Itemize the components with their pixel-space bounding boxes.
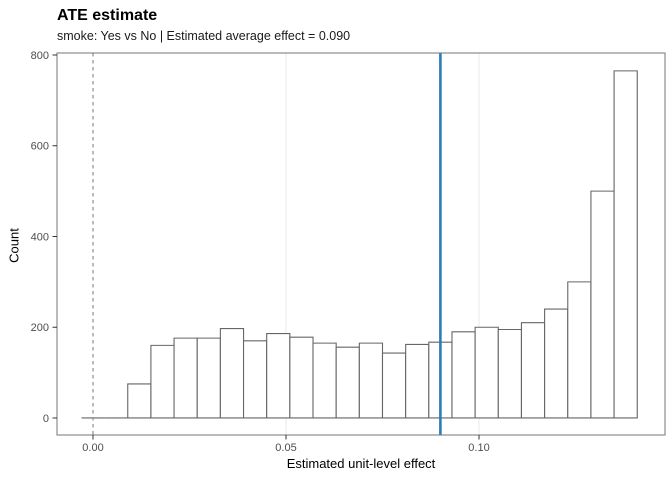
histogram-bar [173,337,198,419]
histogram-bar [150,344,175,419]
histogram-bar [266,333,291,419]
panel-border [56,52,666,436]
y-tick-label: 400 [31,231,49,243]
y-tick-label: 800 [31,50,49,62]
histogram-bar [289,336,314,419]
histogram-bar [405,343,430,419]
plot-subtitle: smoke: Yes vs No | Estimated average eff… [57,29,351,43]
histogram-bar [242,340,268,419]
histogram-bar [127,383,152,419]
histogram-bar [497,328,523,419]
histogram-bar [358,342,384,419]
x-axis-title: Estimated unit-level effect [286,456,436,471]
histogram-bar [196,337,221,419]
histogram-bar [312,342,337,419]
x-tick-label: 0.05 [275,442,296,454]
y-axis-title: Count [6,228,22,263]
y-tick-label: 600 [31,141,49,153]
x-tick-label: 0.10 [468,442,489,454]
histogram-bar [613,70,638,419]
histogram-bar [451,331,476,419]
histogram-bar [520,322,546,419]
x-tick-label: 0.00 [82,442,103,454]
plot-title: ATE estimate [57,7,158,24]
histogram-bar [335,346,360,419]
histogram-bar [474,326,499,419]
histogram-bar [381,352,407,419]
y-tick-label: 0 [43,413,49,425]
histogram-bar [219,328,245,419]
y-tick-label: 200 [31,322,49,334]
histogram-bar [544,308,569,419]
histogram-bar [567,281,592,419]
histogram-bar [590,190,615,419]
